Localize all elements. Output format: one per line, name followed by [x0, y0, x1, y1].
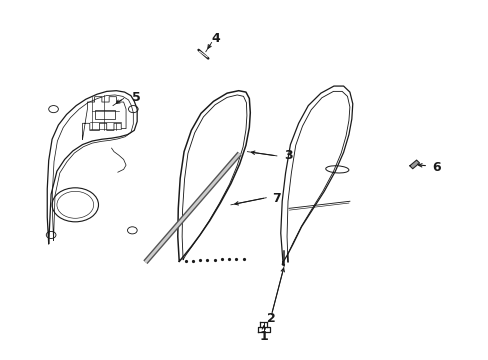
Polygon shape — [409, 160, 419, 168]
Text: 3: 3 — [284, 149, 292, 162]
Bar — [95, 110, 115, 119]
Text: 4: 4 — [211, 32, 220, 45]
Text: 7: 7 — [272, 192, 281, 205]
Text: 6: 6 — [431, 161, 440, 174]
Text: 2: 2 — [266, 312, 275, 325]
Text: 1: 1 — [259, 330, 267, 343]
Text: 5: 5 — [132, 91, 141, 104]
